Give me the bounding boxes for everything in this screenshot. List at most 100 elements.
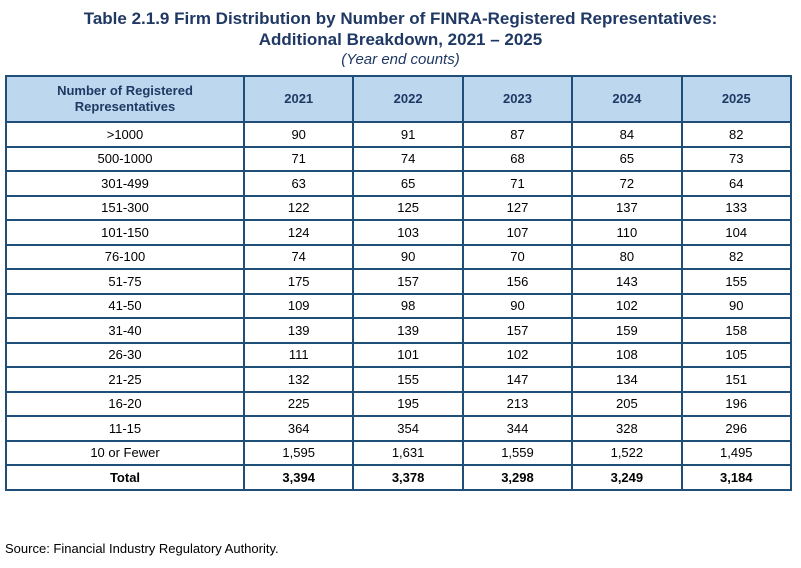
- column-header-2021: 2021: [242, 75, 355, 123]
- cell-2023: 157: [461, 317, 574, 344]
- cell-2021: 225: [242, 390, 355, 417]
- cell-2025: 196: [680, 390, 793, 417]
- cell-2024: 80: [571, 243, 683, 270]
- row-label: Total: [5, 464, 245, 491]
- cell-2025: 151: [680, 366, 793, 393]
- cell-2025: 158: [680, 317, 793, 344]
- cell-2024: 143: [571, 268, 683, 295]
- cell-2023: 68: [461, 145, 574, 172]
- cell-2022: 157: [352, 268, 464, 295]
- cell-2025: 73: [680, 145, 793, 172]
- cell-2022: 74: [352, 145, 464, 172]
- row-label: 10 or Fewer: [5, 439, 245, 466]
- cell-2025: 105: [680, 341, 793, 368]
- cell-2023: 127: [461, 194, 574, 221]
- cell-2023: 147: [461, 366, 574, 393]
- source-note: Source: Financial Industry Regulatory Au…: [5, 541, 279, 556]
- table-row: 500-1000 71 74 68 65 73: [5, 145, 793, 172]
- cell-2024: 84: [571, 121, 683, 148]
- cell-2025: 133: [680, 194, 793, 221]
- cell-2024: 65: [571, 145, 683, 172]
- table-subtitle: (Year end counts): [341, 51, 460, 68]
- table-row: 10 or Fewer 1,595 1,631 1,559 1,522 1,495: [5, 439, 793, 466]
- cell-2025: 82: [680, 121, 793, 148]
- cell-2021: 111: [242, 341, 355, 368]
- cell-2024: 102: [571, 292, 683, 319]
- cell-2021: 124: [242, 219, 355, 246]
- cell-2021: 63: [242, 170, 355, 197]
- cell-2023: 90: [461, 292, 574, 319]
- cell-2024: 3,249: [571, 464, 683, 491]
- cell-2021: 132: [242, 366, 355, 393]
- cell-2022: 98: [352, 292, 464, 319]
- cell-2025: 82: [680, 243, 793, 270]
- cell-2021: 71: [242, 145, 355, 172]
- row-label: 26-30: [5, 341, 245, 368]
- cell-2024: 108: [571, 341, 683, 368]
- cell-2024: 205: [571, 390, 683, 417]
- column-header-category-label: Number of Registered Representatives: [57, 83, 193, 114]
- cell-2024: 72: [571, 170, 683, 197]
- cell-2024: 134: [571, 366, 683, 393]
- column-header-2025: 2025: [680, 75, 793, 123]
- table-row: 301-499 63 65 71 72 64: [5, 170, 793, 197]
- column-header-2024: 2024: [571, 75, 683, 123]
- table-row: 31-40 139 139 157 159 158: [5, 317, 793, 344]
- cell-2025: 64: [680, 170, 793, 197]
- cell-2022: 139: [352, 317, 464, 344]
- cell-2022: 65: [352, 170, 464, 197]
- cell-2023: 70: [461, 243, 574, 270]
- cell-2023: 87: [461, 121, 574, 148]
- column-header-2022: 2022: [352, 75, 464, 123]
- row-label: 51-75: [5, 268, 245, 295]
- cell-2023: 71: [461, 170, 574, 197]
- title-line-1: Table 2.1.9 Firm Distribution by Number …: [83, 9, 718, 28]
- table-row: 101-150 124 103 107 110 104: [5, 219, 793, 246]
- cell-2021: 74: [242, 243, 355, 270]
- cell-2023: 107: [461, 219, 574, 246]
- row-label: 41-50: [5, 292, 245, 319]
- table-row: >1000 90 91 87 84 82: [5, 121, 793, 148]
- cell-2023: 156: [461, 268, 574, 295]
- cell-2022: 155: [352, 366, 464, 393]
- table-row: 11-15 364 354 344 328 296: [5, 415, 793, 442]
- row-label: 500-1000: [5, 145, 245, 172]
- cell-2021: 364: [242, 415, 355, 442]
- cell-2021: 3,394: [242, 464, 355, 491]
- cell-2024: 1,522: [571, 439, 683, 466]
- cell-2022: 103: [352, 219, 464, 246]
- row-label: 16-20: [5, 390, 245, 417]
- row-label: 301-499: [5, 170, 245, 197]
- cell-2022: 1,631: [352, 439, 464, 466]
- cell-2023: 102: [461, 341, 574, 368]
- cell-2021: 175: [242, 268, 355, 295]
- cell-2021: 1,595: [242, 439, 355, 466]
- row-label: 76-100: [5, 243, 245, 270]
- table-row: 76-100 74 90 70 80 82: [5, 243, 793, 270]
- firm-distribution-table: Number of Registered Representatives 202…: [5, 75, 793, 491]
- title-line-2: Additional Breakdown, 2021 – 2025: [258, 30, 543, 49]
- table-row: 151-300 122 125 127 137 133: [5, 194, 793, 221]
- row-label: 21-25: [5, 366, 245, 393]
- cell-2022: 91: [352, 121, 464, 148]
- cell-2022: 90: [352, 243, 464, 270]
- cell-2024: 137: [571, 194, 683, 221]
- cell-2023: 344: [461, 415, 574, 442]
- row-label: 101-150: [5, 219, 245, 246]
- row-label: 11-15: [5, 415, 245, 442]
- cell-2022: 354: [352, 415, 464, 442]
- cell-2023: 3,298: [461, 464, 574, 491]
- table-body: >1000 90 91 87 84 82 500-1000 71 74 68 65 73 301-499…: [5, 121, 793, 491]
- table-row: 41-50 109 98 90 102 90: [5, 292, 793, 319]
- cell-2021: 109: [242, 292, 355, 319]
- total-row: Total 3,394 3,378 3,298 3,249 3,184: [5, 464, 793, 491]
- table-row: 21-25 132 155 147 134 151: [5, 366, 793, 393]
- cell-2021: 90: [242, 121, 355, 148]
- cell-2024: 110: [571, 219, 683, 246]
- cell-2021: 139: [242, 317, 355, 344]
- cell-2022: 125: [352, 194, 464, 221]
- cell-2023: 213: [461, 390, 574, 417]
- column-header-2023: 2023: [461, 75, 574, 123]
- table-row: 16-20 225 195 213 205 196: [5, 390, 793, 417]
- row-label: >1000: [5, 121, 245, 148]
